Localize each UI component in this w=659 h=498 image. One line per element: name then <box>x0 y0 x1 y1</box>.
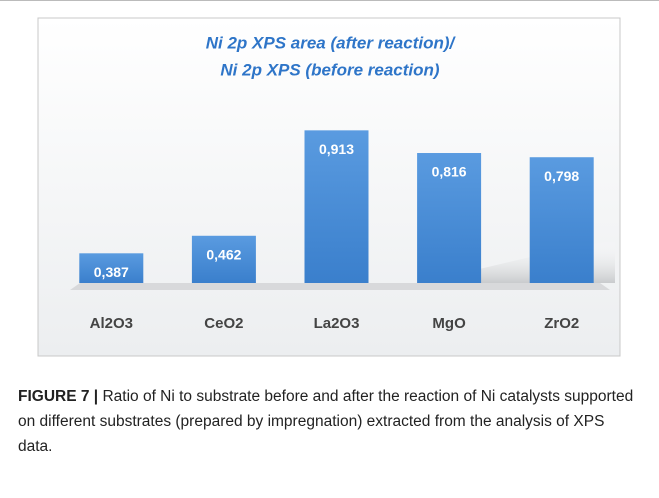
data-label: 0,798 <box>544 168 579 184</box>
x-tick-label: MgO <box>432 315 466 332</box>
chart-title: Ni 2p XPS (before reaction) <box>220 60 439 79</box>
data-label: 0,387 <box>94 264 129 280</box>
x-tick-label: CeO2 <box>204 315 243 332</box>
bar <box>417 153 482 283</box>
data-label: 0,913 <box>319 141 354 157</box>
caption-text: Ratio of Ni to substrate before and afte… <box>18 388 634 455</box>
caption-label: FIGURE 7 | <box>18 388 99 405</box>
rule <box>0 0 659 1</box>
x-tick-label: La2O3 <box>314 315 360 332</box>
bar <box>79 253 144 283</box>
bar <box>529 157 594 283</box>
caption: FIGURE 7 | Ratio of Ni to substrate befo… <box>18 384 643 459</box>
x-tick-label: ZrO2 <box>544 315 579 332</box>
x-tick-label: Al2O3 <box>90 315 133 332</box>
bar <box>304 130 369 283</box>
data-label: 0,462 <box>206 246 241 262</box>
bar <box>191 235 256 283</box>
data-label: 0,816 <box>432 164 467 180</box>
chart-title: Ni 2p XPS area (after reaction)/ <box>206 33 457 52</box>
floor <box>70 283 610 290</box>
chart: Ni 2p XPS area (after reaction)/ Ni 2p X… <box>37 17 621 357</box>
